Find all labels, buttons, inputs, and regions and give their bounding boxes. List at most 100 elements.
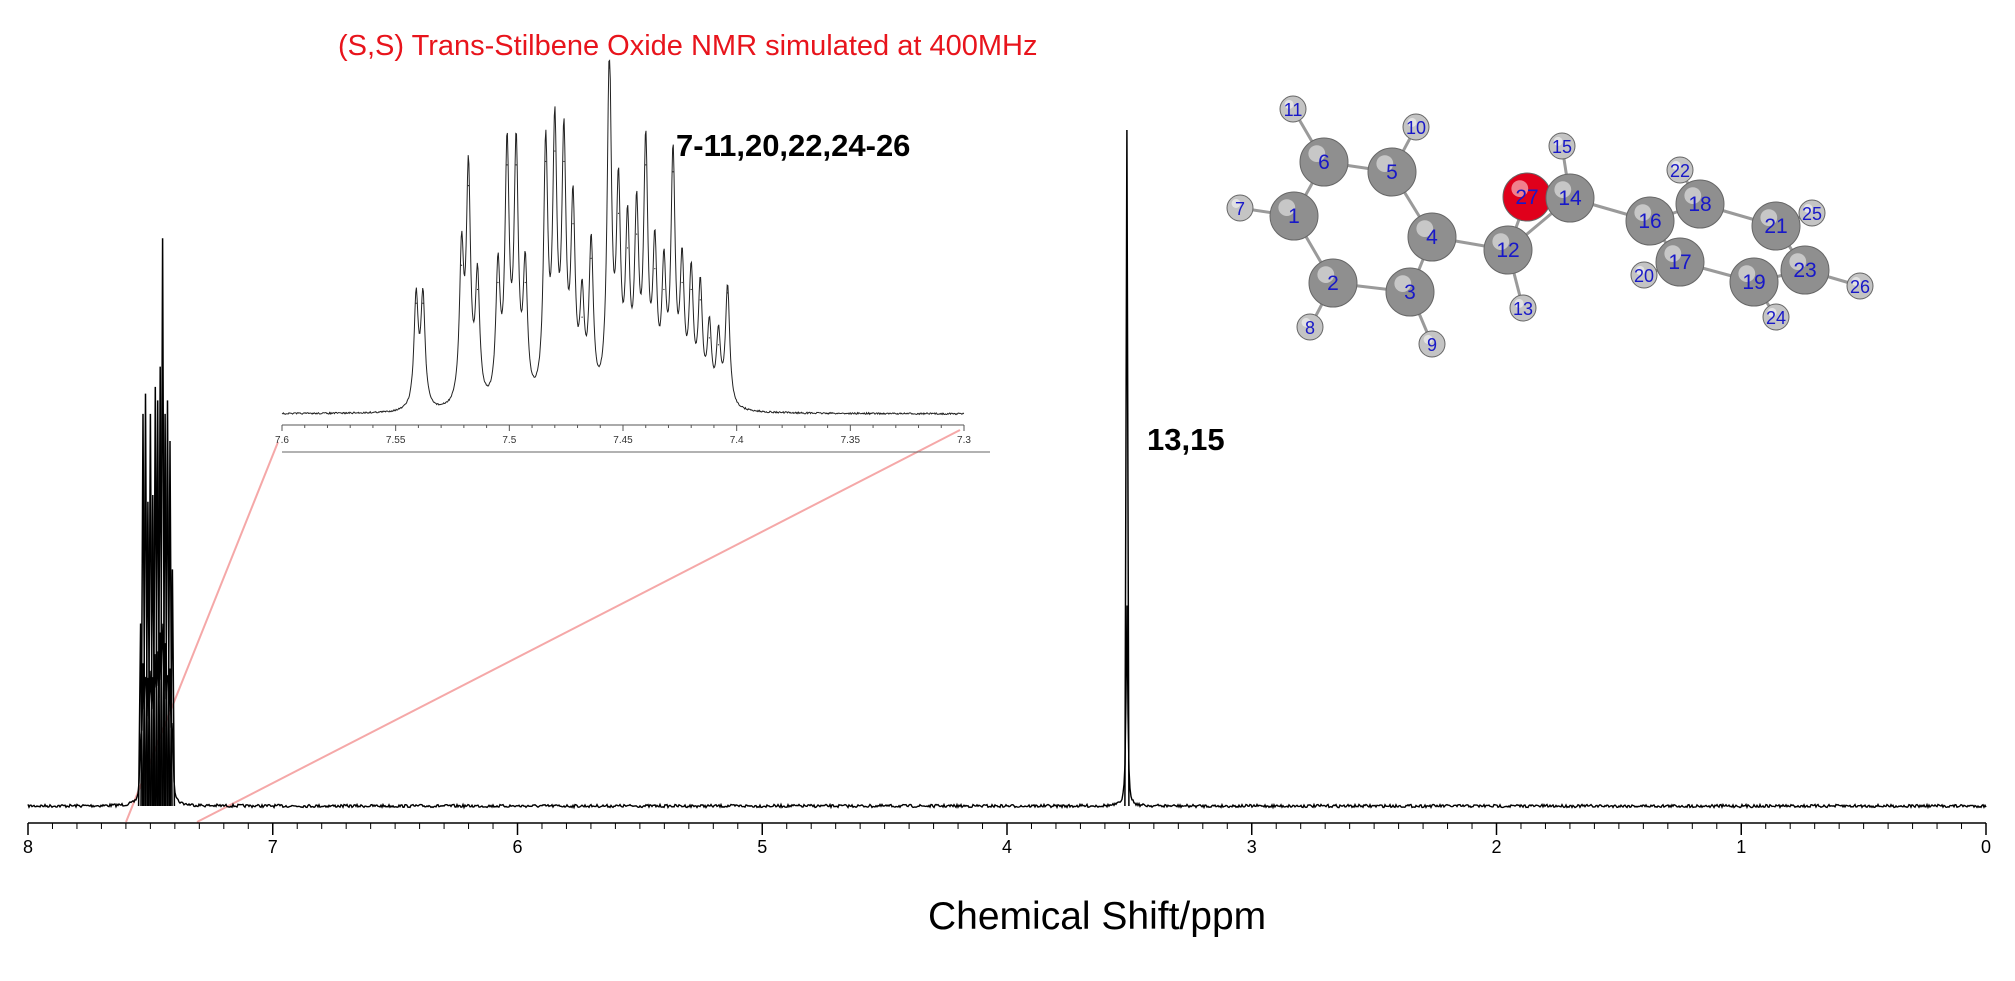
atom-label: 14 xyxy=(1558,187,1582,210)
atom-label: 23 xyxy=(1793,259,1816,282)
atom-label: 8 xyxy=(1305,318,1315,338)
atom-highlight xyxy=(1511,180,1529,198)
atom-c: 16 xyxy=(1625,196,1675,246)
x-axis: 8 7 6 5 4 3 2 1 0 xyxy=(23,822,1991,857)
atom-highlight xyxy=(1767,307,1777,318)
x-tick-label: 1 xyxy=(1736,837,1746,857)
x-tick-label: 5 xyxy=(757,837,767,857)
atom-label: 18 xyxy=(1688,193,1711,216)
atom-highlight xyxy=(1394,275,1412,292)
inset-tick-label: 7.5 xyxy=(502,435,516,446)
atom-highlight xyxy=(1317,266,1335,283)
atom-h: 10 xyxy=(1402,113,1430,141)
inset-peak xyxy=(636,233,638,235)
x-tick-label: 6 xyxy=(512,837,522,857)
atom-c: 17 xyxy=(1655,237,1705,287)
peak-label-aromatic: 7-11,20,22,24-26 xyxy=(676,128,911,163)
x-tick-label: 2 xyxy=(1491,837,1501,857)
atom-o: 27 xyxy=(1502,172,1552,222)
atom-label: 11 xyxy=(1284,100,1303,120)
x-tick-label: 4 xyxy=(1002,837,1012,857)
inset-peak xyxy=(663,288,665,291)
inset-peak xyxy=(572,223,574,225)
atom-c: 6 xyxy=(1299,137,1349,187)
atom-highlight xyxy=(1301,317,1311,328)
inset-peak xyxy=(422,302,424,304)
inset-tick-label: 7.45 xyxy=(613,435,633,446)
atom-c: 3 xyxy=(1385,267,1435,317)
inset-peak xyxy=(506,164,508,166)
atom-c: 19 xyxy=(1729,257,1779,307)
atom-c: 23 xyxy=(1780,245,1830,295)
atom-label: 25 xyxy=(1802,204,1822,224)
atom-h: 8 xyxy=(1296,313,1324,341)
atom-highlight xyxy=(1376,155,1394,173)
inset-peak xyxy=(415,302,417,304)
inset-tick-label: 7.3 xyxy=(957,435,971,446)
atom-label: 21 xyxy=(1764,215,1787,238)
atom-label: 26 xyxy=(1850,277,1870,297)
atom-highlight xyxy=(1553,136,1563,146)
atom-c: 21 xyxy=(1751,201,1801,251)
x-axis-label: Chemical Shift/ppm xyxy=(928,895,1267,938)
atom-highlight xyxy=(1514,298,1524,309)
atom-highlight xyxy=(1789,253,1807,270)
atom-highlight xyxy=(1664,245,1682,262)
atom-c: 14 xyxy=(1545,173,1595,223)
atom-label: 12 xyxy=(1496,239,1519,262)
atom-label: 13 xyxy=(1513,299,1533,319)
inset-tick-label: 7.35 xyxy=(841,435,861,446)
atom-highlight xyxy=(1284,99,1294,109)
inset-peak xyxy=(460,264,463,266)
spectrum-peak xyxy=(169,569,176,807)
chart-title: (S,S) Trans-Stilbene Oxide NMR simulated… xyxy=(338,30,1038,62)
atom-highlight xyxy=(1407,117,1417,127)
atom-h: 25 xyxy=(1798,199,1826,227)
inset-peak xyxy=(617,212,620,214)
atom-h: 22 xyxy=(1666,156,1694,184)
inset-peak xyxy=(699,299,701,301)
atom-label: 10 xyxy=(1406,118,1426,138)
inset-peak xyxy=(726,292,729,294)
atom-label: 6 xyxy=(1318,151,1330,174)
inset-peak xyxy=(554,150,556,152)
atom-h: 11 xyxy=(1279,95,1307,123)
atom-c: 2 xyxy=(1308,258,1358,308)
atom-h: 15 xyxy=(1548,132,1576,160)
atom-highlight xyxy=(1423,334,1433,345)
atom-highlight xyxy=(1308,145,1326,163)
atom-h: 24 xyxy=(1762,303,1790,331)
atom-c: 4 xyxy=(1407,212,1457,262)
atom-h: 20 xyxy=(1630,261,1658,289)
inset-zoom-plot: 7.6 7.55 7.5 7.45 7.4 7.35 7.3 xyxy=(275,59,990,453)
atom-highlight xyxy=(1760,209,1778,227)
atom-c: 18 xyxy=(1675,179,1725,229)
atom-c: 12 xyxy=(1483,225,1533,275)
atom-label: 1 xyxy=(1288,205,1300,228)
atom-h: 7 xyxy=(1226,194,1254,222)
atom-highlight xyxy=(1634,204,1652,222)
atom-label: 20 xyxy=(1634,266,1654,286)
atom-label: 15 xyxy=(1552,137,1572,157)
atom-label: 22 xyxy=(1670,161,1690,181)
inset-peak xyxy=(476,288,479,291)
inset-tick-label: 7.6 xyxy=(275,435,289,446)
inset-peak xyxy=(545,160,547,163)
atom-label: 27 xyxy=(1515,186,1538,209)
atom-highlight xyxy=(1416,220,1434,238)
inset-peak xyxy=(708,337,710,339)
inset-peak xyxy=(690,288,692,291)
atom-label: 2 xyxy=(1327,272,1339,295)
zoom-guide-lines xyxy=(125,429,961,823)
atom-label: 3 xyxy=(1404,281,1416,304)
atom-highlight xyxy=(1684,187,1702,205)
x-tick-label: 0 xyxy=(1981,837,1991,857)
atom-label: 5 xyxy=(1386,161,1398,184)
atom-h: 9 xyxy=(1418,330,1446,358)
inset-peak xyxy=(524,281,526,284)
inset-peak xyxy=(654,268,656,270)
x-tick-label: 7 xyxy=(268,837,278,857)
inset-peak xyxy=(581,316,583,318)
atom-label: 24 xyxy=(1766,308,1786,328)
